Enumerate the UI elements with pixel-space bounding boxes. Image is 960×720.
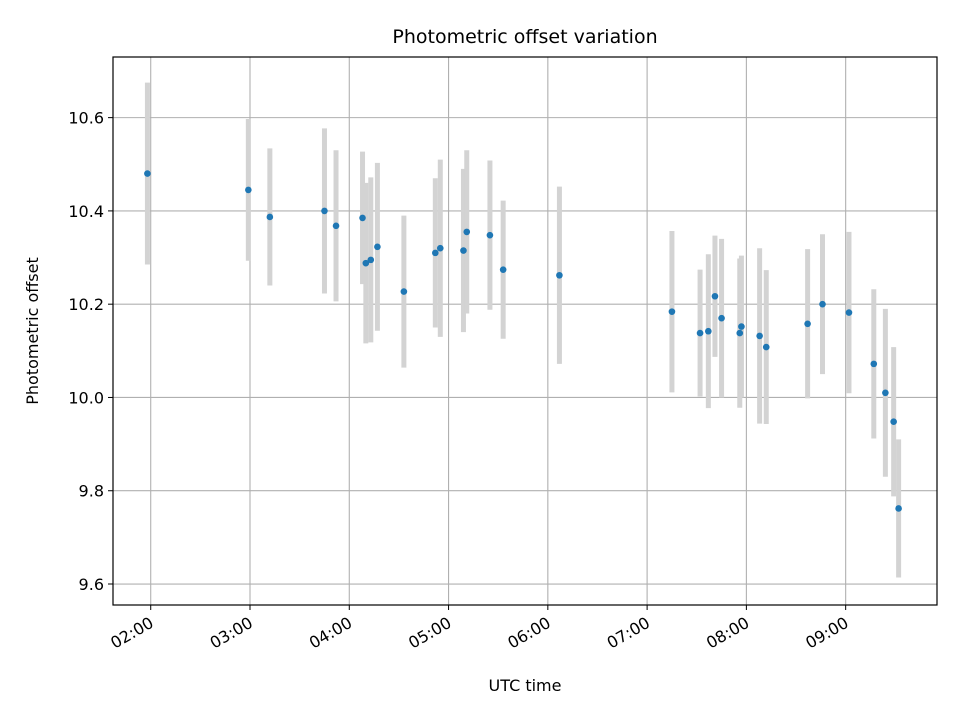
- data-point: [696, 329, 704, 337]
- y-axis-label: Photometric offset: [23, 257, 42, 405]
- data-point: [362, 259, 370, 267]
- x-axis-label: UTC time: [489, 676, 562, 695]
- data-point: [895, 505, 902, 512]
- data-point: [499, 266, 507, 273]
- y-tick-label: 10.6: [68, 109, 104, 128]
- data-point: [890, 418, 897, 426]
- data-point: [400, 288, 408, 295]
- data-point: [266, 213, 274, 221]
- data-point: [556, 271, 563, 279]
- data-point: [367, 256, 375, 264]
- data-point: [486, 231, 494, 239]
- chart-title: Photometric offset variation: [392, 26, 657, 48]
- data-point: [762, 343, 770, 351]
- y-tick-label: 9.6: [79, 575, 104, 594]
- data-point: [756, 332, 763, 340]
- data-point: [718, 314, 725, 322]
- y-tick-label: 10.2: [68, 295, 104, 314]
- plot-frame: [112, 56, 938, 606]
- data-point: [819, 300, 826, 308]
- y-axis: 9.6 9.8 10.0 10.2 10.4 10.6: [68, 109, 113, 594]
- data-point: [870, 360, 878, 368]
- y-tick-label: 9.8: [79, 482, 104, 501]
- data-point: [436, 244, 444, 252]
- y-tick-label: 10.4: [68, 202, 104, 221]
- data-point: [245, 186, 252, 194]
- data-point: [332, 222, 340, 230]
- y-tick-label: 10.0: [68, 388, 104, 407]
- data-point: [738, 323, 745, 330]
- data-point: [711, 292, 719, 300]
- data-point: [460, 247, 467, 254]
- data-point: [882, 389, 889, 397]
- data-point: [432, 249, 439, 257]
- data-point: [736, 329, 744, 337]
- grid: [113, 57, 937, 605]
- data-point: [144, 170, 151, 177]
- data-points: [144, 170, 902, 512]
- data-point: [668, 308, 676, 315]
- data-point: [359, 214, 366, 222]
- data-point: [845, 309, 853, 316]
- data-point: [374, 243, 381, 251]
- data-point: [321, 207, 328, 215]
- data-point: [463, 228, 471, 236]
- data-point: [705, 327, 712, 335]
- data-point: [804, 320, 811, 328]
